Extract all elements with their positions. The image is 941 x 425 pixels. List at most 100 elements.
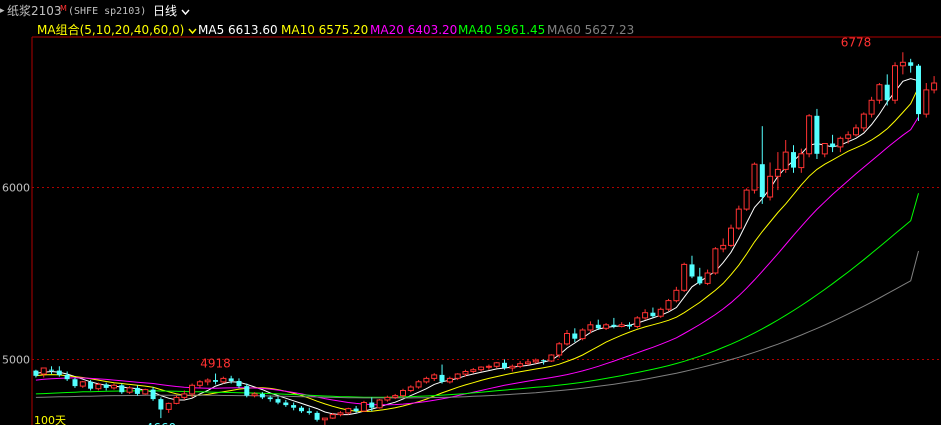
candle[interactable] — [33, 369, 39, 378]
candle[interactable] — [345, 407, 352, 415]
candle[interactable] — [376, 399, 383, 409]
candle[interactable] — [579, 328, 586, 341]
candle[interactable] — [627, 322, 632, 330]
candle[interactable] — [525, 359, 531, 366]
candle[interactable] — [64, 371, 70, 381]
candle[interactable] — [564, 330, 570, 346]
candle[interactable] — [587, 321, 594, 334]
candle[interactable] — [720, 238, 727, 253]
candle[interactable] — [673, 286, 680, 303]
candle[interactable] — [908, 58, 914, 73]
candle[interactable] — [798, 148, 805, 173]
candle[interactable] — [751, 162, 758, 194]
candle[interactable] — [134, 385, 140, 396]
candle[interactable] — [642, 309, 649, 320]
candle[interactable] — [423, 376, 430, 384]
candle[interactable] — [502, 359, 507, 370]
candle[interactable] — [845, 131, 852, 144]
candle[interactable] — [446, 376, 453, 384]
candle[interactable] — [595, 319, 601, 330]
candle[interactable] — [283, 399, 289, 407]
candle[interactable] — [697, 267, 703, 286]
candle[interactable] — [830, 134, 836, 153]
candle[interactable] — [884, 74, 890, 106]
candle[interactable] — [40, 367, 47, 378]
candle[interactable] — [337, 411, 344, 417]
candle[interactable] — [728, 224, 734, 248]
candle[interactable] — [837, 136, 844, 153]
candle[interactable] — [321, 417, 328, 425]
candle[interactable] — [899, 52, 906, 75]
symbol-name[interactable]: 纸浆2103 — [7, 4, 62, 18]
candle[interactable] — [173, 395, 180, 405]
candle[interactable] — [478, 366, 485, 372]
candle[interactable] — [72, 377, 78, 388]
candle[interactable] — [353, 406, 359, 413]
candle[interactable] — [712, 247, 719, 275]
candle[interactable] — [56, 366, 62, 377]
candle[interactable] — [79, 380, 86, 388]
candle[interactable] — [759, 126, 765, 204]
candle[interactable] — [49, 366, 54, 375]
candle[interactable] — [415, 380, 422, 389]
candle[interactable] — [244, 383, 250, 398]
candle[interactable] — [689, 255, 695, 279]
candle[interactable] — [204, 378, 211, 386]
candle[interactable] — [384, 395, 391, 402]
candle[interactable] — [681, 262, 688, 292]
candle[interactable] — [251, 392, 258, 398]
candle[interactable] — [657, 307, 664, 318]
candle[interactable] — [548, 354, 555, 362]
candle[interactable] — [743, 188, 750, 211]
candle[interactable] — [853, 124, 859, 137]
candle[interactable] — [860, 112, 867, 132]
candle[interactable] — [767, 162, 774, 201]
candle[interactable] — [704, 269, 711, 286]
candle[interactable] — [485, 364, 492, 370]
candle[interactable] — [299, 406, 304, 413]
candle[interactable] — [806, 114, 813, 158]
candle[interactable] — [572, 328, 578, 343]
candle[interactable] — [618, 322, 625, 328]
candle[interactable] — [165, 402, 172, 413]
candle[interactable] — [735, 205, 742, 230]
candle[interactable] — [360, 400, 367, 413]
candle[interactable] — [470, 368, 477, 374]
candle[interactable] — [150, 387, 156, 401]
period-selector[interactable]: 日线 — [153, 4, 190, 18]
candle[interactable] — [603, 323, 610, 330]
candle[interactable] — [407, 385, 414, 393]
candle[interactable] — [291, 402, 297, 411]
candle[interactable] — [493, 361, 500, 368]
candle[interactable] — [103, 382, 109, 391]
candle[interactable] — [275, 396, 281, 405]
candle[interactable] — [126, 386, 133, 394]
candle[interactable] — [650, 307, 656, 318]
candle[interactable] — [306, 407, 312, 415]
candle[interactable] — [892, 62, 898, 104]
candle[interactable] — [142, 388, 149, 395]
candle[interactable] — [267, 395, 273, 402]
candle[interactable] — [189, 383, 196, 398]
candle[interactable] — [400, 388, 406, 398]
candle[interactable] — [541, 359, 547, 365]
candle[interactable] — [462, 369, 469, 377]
candle[interactable] — [923, 83, 930, 118]
candle[interactable] — [196, 380, 203, 388]
candle[interactable] — [181, 390, 188, 400]
candle[interactable] — [236, 378, 242, 388]
candle[interactable] — [517, 361, 524, 368]
candle[interactable] — [392, 393, 399, 400]
candle[interactable] — [821, 143, 828, 158]
candle[interactable] — [634, 316, 641, 329]
candle[interactable] — [220, 376, 227, 384]
ma-group-selector[interactable]: MA组合(5,10,20,40,60,0) — [37, 23, 197, 37]
candle[interactable] — [916, 64, 921, 121]
candle[interactable] — [228, 375, 234, 384]
candle[interactable] — [314, 411, 320, 422]
candle[interactable] — [454, 373, 461, 381]
candle[interactable] — [88, 380, 94, 391]
candle[interactable] — [876, 83, 883, 104]
candle[interactable] — [509, 364, 516, 372]
